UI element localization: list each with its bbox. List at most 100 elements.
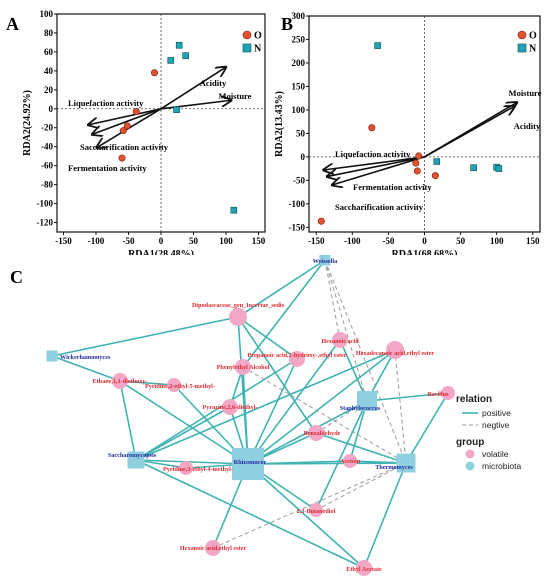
- edge-positive: [237, 259, 326, 318]
- data-point-n: [182, 52, 189, 60]
- x-tick-label: 100: [219, 236, 233, 246]
- x-axis-title: RDA1(68.68%): [392, 249, 458, 255]
- edge-positive: [247, 462, 407, 465]
- vector-label: Fermentation activity: [68, 163, 147, 173]
- node-microbiota: [357, 391, 377, 411]
- edge-positive: [135, 358, 298, 461]
- data-point-n: [175, 41, 183, 49]
- data-point-o: [413, 167, 421, 175]
- node-label: Saccharomycopsis: [108, 452, 157, 459]
- vector-label: Liquefaction activity: [335, 149, 411, 159]
- y-tick-label: -50: [293, 175, 305, 185]
- x-tick-label: 100: [490, 236, 504, 246]
- node-volatile: [343, 454, 357, 468]
- node-volatile: [235, 359, 251, 375]
- x-tick-label: -150: [55, 236, 72, 246]
- y-tick-label: 200: [292, 58, 306, 68]
- vector-arrow: [327, 156, 425, 177]
- y-axis-title: RDA2(13.43%): [275, 91, 285, 157]
- node-label: Pyridine,3-ethyl-4-methyl-: [163, 466, 233, 473]
- node-label: Rhizomucor: [234, 459, 267, 466]
- data-point-o: [368, 124, 376, 132]
- edge-negative: [324, 259, 407, 464]
- data-point-n: [495, 165, 503, 172]
- data-point-o: [132, 108, 140, 116]
- data-point-n: [167, 57, 175, 64]
- edge-negative: [242, 366, 407, 464]
- node-label: Hexanoic acid: [321, 338, 359, 345]
- edge-positive: [315, 432, 407, 464]
- legend-label: O: [529, 31, 537, 42]
- node-label: Wickerhamomyces: [60, 354, 111, 361]
- edge-positive: [315, 400, 368, 511]
- legend-microbiota-marker: [465, 461, 475, 471]
- y-tick-label: 0: [301, 152, 306, 162]
- y-tick-label: 20: [44, 85, 54, 95]
- edge-positive: [119, 380, 137, 461]
- edge-positive: [247, 463, 365, 569]
- node-volatile: [205, 540, 221, 556]
- node-volatile: [309, 503, 323, 517]
- vector-arrow: [160, 100, 231, 110]
- y-tick-label: -120: [37, 218, 54, 228]
- data-point-o: [431, 172, 439, 180]
- y-tick-label: -80: [41, 180, 53, 190]
- y-tick-label: 100: [292, 105, 306, 115]
- node-label: Ethyl Acetate: [346, 566, 382, 573]
- vector-arrow: [332, 156, 425, 185]
- node-label: Weissella: [313, 258, 337, 265]
- x-tick-label: 150: [526, 236, 540, 246]
- y-tick-label: -60: [41, 161, 53, 171]
- vector-label: Moisture: [219, 91, 252, 101]
- edge-negative: [324, 259, 341, 341]
- vector-arrow: [92, 108, 162, 135]
- node-label: Benzaldehyde: [304, 430, 341, 437]
- edge-positive: [237, 316, 298, 360]
- y-tick-label: 40: [44, 66, 54, 76]
- node-label: Staphylococcus: [340, 405, 381, 412]
- y-tick-label: 250: [292, 34, 306, 44]
- vector-label: Liquefaction activity: [68, 98, 144, 108]
- rda-chart-b: B -150 -100 -50 0 50 100 150 -150 -100 -50 0 50 100 1…: [275, 11, 542, 255]
- edge-positive: [51, 355, 121, 382]
- y-axis-title: RDA2(24.92%): [22, 90, 33, 156]
- legend-marker-o: [242, 30, 252, 40]
- vector-label: Acidity: [200, 78, 227, 88]
- edge-negative: [315, 462, 407, 511]
- node-microbiota: [396, 453, 416, 473]
- node-label: Phenylethyl Alcohol: [217, 364, 270, 371]
- node-volatile: [167, 378, 181, 392]
- edge-positive: [119, 380, 175, 386]
- y-tick-label: -100: [289, 199, 306, 209]
- y-tick-label: -40: [41, 142, 53, 152]
- x-tick-label: -150: [308, 236, 325, 246]
- data-point-n: [230, 206, 238, 214]
- node-label: Propanoic acid,2-hydroxy-,ethyl ester: [247, 352, 346, 359]
- vector-label: Moisture: [509, 88, 542, 98]
- legend-group-title: group: [456, 437, 484, 448]
- data-point-o: [119, 127, 127, 135]
- node-label: Thermomyces: [375, 464, 413, 471]
- node-label: Pyrazine,2,6-diethyl-: [203, 404, 258, 411]
- x-tick-label: 50: [456, 236, 466, 246]
- legend-marker-n: [242, 43, 252, 53]
- node-volatile: [308, 425, 324, 441]
- node-microbiota: [232, 448, 264, 480]
- node-label: Dipodascaceae_gen_Incertae_sedis: [192, 302, 285, 309]
- data-point-o: [412, 159, 420, 167]
- edge-positive: [247, 349, 396, 465]
- y-tick-label: 80: [44, 28, 54, 38]
- x-tick-label: 150: [252, 236, 266, 246]
- y-tick-label: -150: [289, 222, 306, 232]
- node-volatile: [222, 399, 238, 415]
- vector-arrow: [88, 108, 162, 125]
- legend-label: N: [529, 44, 537, 55]
- node-label: Hexanoic acid,ethyl ester: [180, 545, 246, 552]
- y-tick-label: 60: [44, 47, 54, 57]
- x-tick-label: -50: [382, 236, 394, 246]
- node-label: Pyridine,2-ethyl-5-methyl-: [145, 383, 215, 390]
- legend-marker-o: [517, 30, 527, 40]
- x-axis-title: RDA1(28.48%): [128, 249, 194, 255]
- data-point-o: [151, 69, 159, 77]
- node-volatile: [289, 351, 305, 367]
